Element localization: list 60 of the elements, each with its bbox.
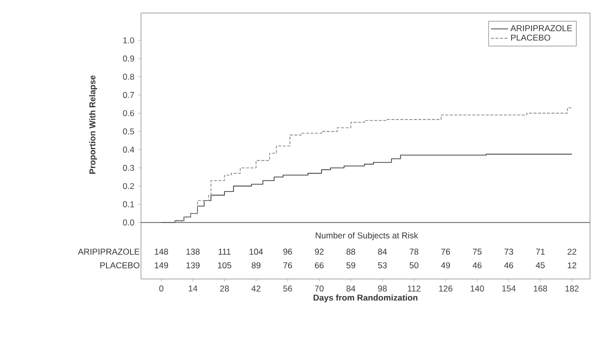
y-tick-label: 0.3	[122, 164, 134, 171]
text: ARIPIPRAZOLE	[78, 248, 140, 255]
annotation: 45	[536, 262, 545, 268]
annotation: 49	[441, 262, 450, 268]
y-tick-label: 0.0	[122, 220, 134, 226]
x-axis-title: Days from Randomization	[314, 294, 418, 302]
annotation: 12	[568, 262, 576, 268]
y-tick-label: 0.1	[122, 201, 134, 208]
y-tick-label: 0.2	[122, 183, 134, 190]
annotation: 50	[410, 262, 418, 268]
annotation: 53	[378, 262, 387, 268]
x-tick-label: 70	[314, 286, 324, 292]
x-tick-label: 98	[378, 286, 387, 292]
annotation: 75	[472, 248, 482, 255]
x-tick-label: 112	[408, 286, 420, 292]
annotation: 88	[346, 248, 356, 255]
annotation: 71	[536, 248, 545, 255]
annotation: 76	[441, 248, 450, 255]
annotation: 96	[283, 248, 292, 255]
y-tick-label: 0.6	[122, 110, 134, 116]
annotation: 139	[186, 262, 200, 268]
text: PLACEBO	[100, 262, 140, 268]
annotation: 84	[378, 248, 387, 255]
annotation: 66	[314, 262, 324, 268]
annotation: 89	[252, 262, 260, 268]
annotation: 104	[250, 248, 263, 255]
y-tick-label: 0.9	[122, 56, 134, 62]
x-tick-label: 0	[159, 286, 164, 292]
annotation: 73	[504, 248, 514, 255]
legend-label: PLACEBO	[511, 34, 550, 41]
y-tick-label: 0.5	[122, 128, 134, 134]
x-tick-label: 126	[439, 286, 452, 292]
x-tick-label: 28	[220, 286, 229, 292]
y-tick-label: 0.8	[122, 74, 134, 80]
x-tick-label: 84	[346, 286, 356, 292]
annotation: 92	[314, 248, 324, 255]
x-tick-label: 56	[283, 286, 292, 292]
annotation: 149	[154, 262, 168, 268]
annotation: 46	[504, 262, 514, 268]
y-tick-label: 1.0	[123, 37, 134, 44]
annotation: 59	[346, 262, 356, 268]
annotation: 138	[186, 248, 200, 255]
x-tick-label: 168	[534, 286, 548, 292]
annotation: 22	[568, 248, 576, 255]
x-tick-label: 182	[566, 286, 579, 292]
annotation: 78	[410, 248, 418, 255]
y-axis-title: Proportion With Relapse	[89, 75, 98, 174]
x-tick-label: 42	[252, 286, 260, 292]
y-tick-label: 0.4	[122, 146, 134, 153]
x-tick-label: 14	[188, 286, 198, 292]
annotation: Number of Subjects at Risk	[316, 232, 418, 240]
annotation: 111	[218, 248, 231, 255]
annotation: 76	[283, 262, 292, 268]
annotation: 105	[218, 262, 232, 268]
annotation: 148	[154, 248, 168, 255]
x-tick-label: 154	[502, 286, 516, 292]
y-tick-label: 0.7	[122, 92, 134, 98]
legend-label: ARIPIPRAZOLE	[510, 25, 572, 32]
annotation: 46	[472, 262, 482, 268]
x-tick-label: 140	[470, 286, 484, 292]
